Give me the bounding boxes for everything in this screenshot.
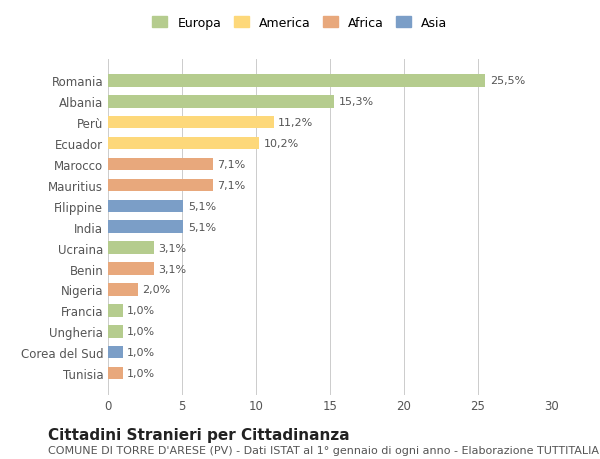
Bar (108, 138, 259, 150)
Text: 3,1%: 3,1% (158, 264, 187, 274)
Bar (108, 221, 184, 234)
Bar (108, 158, 213, 171)
Text: 15,3%: 15,3% (339, 97, 374, 107)
Bar (108, 75, 485, 87)
Text: 7,1%: 7,1% (218, 180, 246, 190)
Text: 11,2%: 11,2% (278, 118, 313, 128)
Bar (108, 179, 213, 192)
Text: 1,0%: 1,0% (127, 347, 155, 358)
Text: 5,1%: 5,1% (188, 222, 216, 232)
Bar (108, 200, 184, 213)
Text: 1,0%: 1,0% (127, 306, 155, 316)
Bar (108, 242, 154, 254)
Bar (108, 325, 123, 338)
Text: 3,1%: 3,1% (158, 243, 187, 253)
Bar (108, 367, 123, 380)
Bar (108, 346, 123, 358)
Bar (108, 96, 334, 108)
Text: Cittadini Stranieri per Cittadinanza: Cittadini Stranieri per Cittadinanza (48, 427, 350, 442)
Text: 5,1%: 5,1% (188, 202, 216, 211)
Text: 25,5%: 25,5% (490, 76, 525, 86)
Text: 1,0%: 1,0% (127, 368, 155, 378)
Text: 1,0%: 1,0% (127, 326, 155, 336)
Text: COMUNE DI TORRE D'ARESE (PV) - Dati ISTAT al 1° gennaio di ogni anno - Elaborazi: COMUNE DI TORRE D'ARESE (PV) - Dati ISTA… (48, 445, 600, 455)
Bar (108, 263, 154, 275)
Text: 10,2%: 10,2% (263, 139, 299, 149)
Legend: Europa, America, Africa, Asia: Europa, America, Africa, Asia (146, 11, 454, 36)
Bar (108, 284, 137, 296)
Bar (108, 304, 123, 317)
Text: 7,1%: 7,1% (218, 160, 246, 170)
Bar (108, 117, 274, 129)
Text: 2,0%: 2,0% (142, 285, 170, 295)
